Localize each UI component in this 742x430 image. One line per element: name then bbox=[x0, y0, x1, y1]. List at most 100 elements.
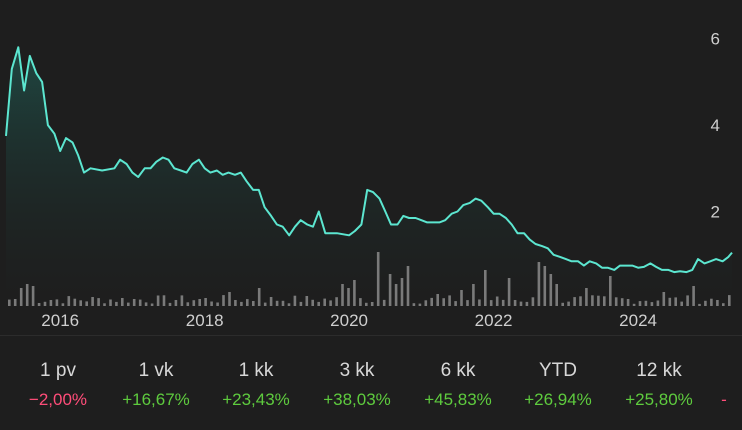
divider bbox=[0, 335, 742, 336]
performance-period[interactable]: 1 pv −2,00% bbox=[8, 356, 108, 414]
performance-period-label: 1 kk bbox=[238, 360, 274, 381]
y-tick-label: 2 bbox=[711, 203, 720, 222]
volume-bar bbox=[127, 302, 130, 306]
volume-bar bbox=[561, 302, 564, 306]
volume-bar bbox=[216, 302, 219, 306]
x-tick-label: 2016 bbox=[41, 311, 79, 330]
volume-bar bbox=[698, 303, 701, 306]
volume-bar bbox=[144, 302, 148, 306]
volume-bar bbox=[228, 292, 231, 306]
volume-bar bbox=[281, 300, 285, 306]
volume-bar bbox=[335, 297, 338, 306]
price-chart[interactable]: 2 4 6 2016 2018 2020 2022 2024 bbox=[0, 0, 742, 335]
volume-bar bbox=[644, 300, 648, 306]
volume-bar bbox=[537, 262, 541, 306]
performance-period[interactable]: YTD +26,94% bbox=[508, 356, 608, 414]
y-tick-label: 4 bbox=[711, 116, 720, 135]
volume-bar bbox=[507, 278, 511, 306]
volume-bar bbox=[495, 296, 499, 306]
volume-bar bbox=[109, 299, 112, 306]
volume-bar bbox=[103, 303, 106, 306]
volume-bar bbox=[299, 301, 303, 306]
volume-bar bbox=[287, 303, 291, 306]
volume-bar bbox=[61, 303, 65, 306]
volume-bar bbox=[442, 298, 445, 306]
volume-bar bbox=[269, 297, 273, 306]
volume-bar bbox=[263, 302, 267, 306]
volume-bar bbox=[73, 298, 77, 306]
volume-bar bbox=[162, 295, 166, 306]
volume-bar bbox=[436, 294, 439, 306]
volume-bar bbox=[406, 266, 410, 306]
volume-bar bbox=[638, 301, 642, 306]
volume-bar bbox=[632, 303, 636, 306]
performance-period-label: 1 pv bbox=[40, 360, 76, 381]
volume-bar bbox=[609, 276, 612, 306]
price-area bbox=[6, 47, 732, 306]
volume-bar bbox=[198, 299, 201, 306]
volume-bar bbox=[168, 302, 172, 306]
volume-bar bbox=[478, 299, 481, 306]
performance-period-value: +25,80% bbox=[625, 390, 693, 409]
x-tick-label: 2018 bbox=[186, 311, 224, 330]
volume-bar bbox=[400, 278, 404, 306]
volume-bar bbox=[472, 284, 475, 306]
performance-period-label: YTD bbox=[539, 360, 577, 381]
performance-period[interactable]: 1 vk +16,67% bbox=[106, 356, 206, 414]
volume-bar bbox=[19, 288, 23, 306]
price-line bbox=[5, 46, 733, 274]
volume-bar bbox=[549, 274, 553, 306]
volume-bar bbox=[692, 286, 695, 306]
performance-period[interactable]: 3 kk +38,03% bbox=[307, 356, 407, 414]
volume-bar bbox=[305, 296, 309, 306]
x-tick-label: 2020 bbox=[330, 311, 368, 330]
volume-bar bbox=[8, 299, 11, 306]
volume-bar bbox=[210, 301, 213, 306]
performance-period-label: 12 kk bbox=[636, 360, 682, 381]
volume-bar bbox=[412, 303, 416, 306]
volume-bar bbox=[311, 299, 314, 306]
volume-bar bbox=[722, 303, 725, 306]
performance-period-value: - bbox=[721, 390, 727, 409]
performance-period-label: 3 kk bbox=[339, 360, 375, 381]
performance-period-value: +23,43% bbox=[222, 390, 290, 409]
performance-period-value: +26,94% bbox=[524, 390, 592, 409]
volume-bar bbox=[174, 300, 178, 306]
volume-bar bbox=[121, 298, 124, 306]
performance-period[interactable]: 12 kk +25,80% bbox=[609, 356, 709, 414]
volume-bar bbox=[79, 300, 82, 306]
volume-bar bbox=[626, 299, 630, 306]
volume-bar bbox=[13, 299, 17, 306]
x-tick-label: 2024 bbox=[619, 311, 657, 330]
volume-bar bbox=[132, 299, 136, 306]
volume-bar bbox=[579, 296, 582, 306]
performance-period[interactable]: 6 kk +45,83% bbox=[408, 356, 508, 414]
performance-period-value: +45,83% bbox=[424, 390, 492, 409]
performance-row: 1 pv −2,00% 1 vk +16,67% 1 kk +23,43% 3 kk +38,… bbox=[0, 356, 742, 420]
x-tick-label: 2022 bbox=[475, 311, 513, 330]
volume-bar bbox=[585, 288, 588, 306]
volume-bar bbox=[513, 300, 517, 306]
volume-bar bbox=[359, 298, 362, 306]
volume-bar bbox=[341, 284, 344, 306]
volume-bar bbox=[329, 300, 332, 306]
y-tick-label: 6 bbox=[711, 30, 720, 49]
volume-bar bbox=[91, 297, 94, 306]
volume-bar bbox=[85, 301, 88, 306]
performance-period[interactable]: - bbox=[674, 356, 742, 414]
volume-bar bbox=[115, 301, 118, 306]
volume-bar bbox=[656, 300, 660, 306]
volume-bar bbox=[222, 295, 225, 306]
volume-bar bbox=[430, 297, 433, 306]
volume-bar bbox=[246, 299, 249, 306]
volume-bar bbox=[31, 286, 35, 306]
volume-bar bbox=[603, 296, 606, 306]
volume-bar bbox=[591, 295, 594, 306]
volume-bar bbox=[525, 301, 529, 306]
volume-bar bbox=[668, 297, 672, 306]
performance-period[interactable]: 1 kk +23,43% bbox=[206, 356, 306, 414]
price-chart-svg: 2 4 6 2016 2018 2020 2022 2024 bbox=[5, 30, 733, 330]
volume-bar bbox=[710, 298, 713, 306]
performance-period-value: +16,67% bbox=[122, 390, 190, 409]
volume-bar bbox=[370, 302, 374, 306]
